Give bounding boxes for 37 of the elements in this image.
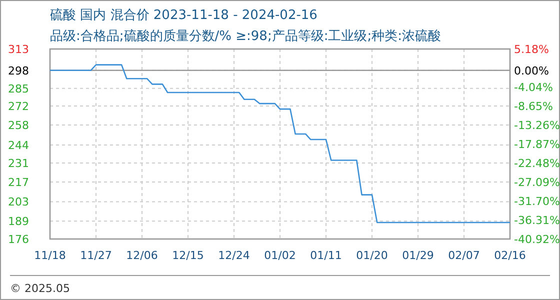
y2-tick-label: -22.48% (514, 157, 560, 170)
y2-tick-label: 5.18% (514, 43, 549, 56)
y-tick-label: 285 (8, 82, 29, 96)
x-tick-label: 12/24 (218, 249, 250, 262)
x-tick-label: 12/15 (172, 249, 204, 262)
x-tick-label: 02/07 (448, 249, 480, 262)
x-tick-label: 01/20 (356, 249, 388, 262)
y-tick-label: 231 (8, 157, 29, 170)
x-tick-label: 01/29 (402, 249, 434, 262)
y2-tick-label: -8.65% (514, 100, 553, 113)
y2-tick-label: -17.87% (514, 138, 560, 151)
y-tick-label: 203 (8, 196, 29, 209)
text: © 2025.05 (10, 282, 70, 295)
y-tick-label: 272 (8, 100, 29, 114)
x-tick-label: 01/02 (264, 249, 296, 262)
y2-tick-label: -31.70% (514, 195, 560, 208)
y2-tick-label: -27.09% (514, 176, 560, 189)
y2-tick-label: -13.26% (514, 119, 560, 132)
x-tick-label: 11/18 (34, 249, 66, 262)
y-tick-label: 176 (8, 233, 29, 246)
y-tick-label: 244 (8, 139, 29, 152)
x-tick-label: 11/27 (80, 249, 112, 262)
y2-tick-label: 0.00% (514, 64, 549, 78)
y2-tick-label: -40.92% (514, 233, 560, 246)
y2-tick-label: -4.04% (514, 81, 553, 94)
line-series (49, 64, 511, 224)
chart-title: 硫酸 国内 混合价 2023-11-18 - 2024-02-16 (50, 8, 318, 23)
x-tick-label: 01/11 (310, 249, 342, 262)
y-tick-label: 313 (8, 43, 29, 56)
y-tick-label: 298 (8, 64, 29, 78)
y-tick-label: 189 (8, 215, 29, 228)
y-tick-label: 258 (8, 119, 29, 132)
y2-tick-label: -36.31% (514, 214, 560, 227)
x-tick-label: 12/06 (126, 249, 158, 262)
x-tick-label: 02/16 (494, 249, 526, 262)
y-tick-label: 217 (8, 176, 29, 190)
chart-subtitle: 品级:合格品;硫酸的质量分数/% ≥:98;产品等级:工业级;种类:浓硫酸 (50, 29, 441, 44)
